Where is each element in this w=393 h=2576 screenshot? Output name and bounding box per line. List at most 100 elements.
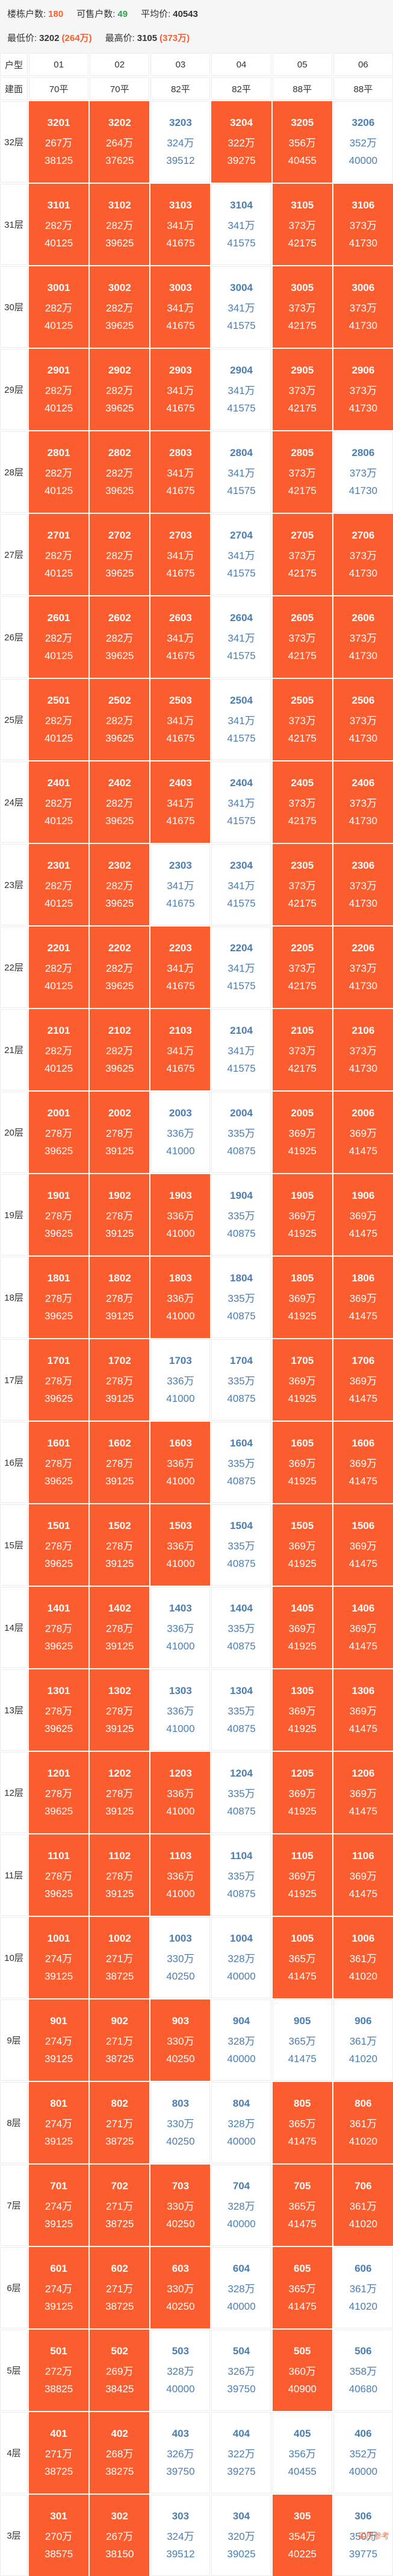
unit-cell-3003[interactable]: 3003 341万 41675	[150, 266, 211, 348]
unit-cell-1305[interactable]: 1305 369万 41925	[272, 1669, 332, 1751]
unit-cell-2001[interactable]: 2001 278万 39625	[29, 1092, 89, 1173]
unit-cell-603[interactable]: 603 330万 40250	[150, 2247, 211, 2328]
unit-cell-2303[interactable]: 2303 341万 41675	[150, 844, 211, 925]
unit-cell-2005[interactable]: 2005 369万 41925	[272, 1092, 332, 1173]
unit-cell-2706[interactable]: 2706 373万 41730	[333, 514, 393, 595]
unit-cell-506[interactable]: 506 358万 40680	[333, 2330, 393, 2411]
unit-cell-2705[interactable]: 2705 373万 42175	[272, 514, 332, 595]
unit-cell-2101[interactable]: 2101 282万 40125	[29, 1009, 89, 1090]
unit-cell-1202[interactable]: 1202 278万 39125	[90, 1752, 150, 1833]
unit-cell-2503[interactable]: 2503 341万 41675	[150, 679, 211, 760]
unit-cell-2704[interactable]: 2704 341万 41575	[211, 514, 271, 595]
unit-cell-1904[interactable]: 1904 335万 40875	[211, 1174, 271, 1255]
unit-cell-2601[interactable]: 2601 282万 40125	[29, 596, 89, 678]
unit-cell-2506[interactable]: 2506 373万 41730	[333, 679, 393, 760]
unit-cell-1303[interactable]: 1303 336万 41000	[150, 1669, 211, 1751]
unit-cell-1106[interactable]: 1106 369万 41475	[333, 1834, 393, 1916]
unit-cell-1901[interactable]: 1901 278万 39625	[29, 1174, 89, 1255]
unit-cell-2305[interactable]: 2305 373万 42175	[272, 844, 332, 925]
unit-cell-2103[interactable]: 2103 341万 41675	[150, 1009, 211, 1090]
unit-cell-2302[interactable]: 2302 282万 39625	[90, 844, 150, 925]
unit-cell-2002[interactable]: 2002 278万 39125	[90, 1092, 150, 1173]
unit-cell-2901[interactable]: 2901 282万 40125	[29, 349, 89, 430]
unit-cell-1506[interactable]: 1506 369万 41475	[333, 1504, 393, 1586]
unit-cell-304[interactable]: 304 320万 39025	[211, 2495, 271, 2576]
unit-cell-404[interactable]: 404 322万 39275	[211, 2412, 271, 2493]
unit-cell-1105[interactable]: 1105 369万 41925	[272, 1834, 332, 1916]
unit-cell-1505[interactable]: 1505 369万 41925	[272, 1504, 332, 1586]
unit-cell-2306[interactable]: 2306 373万 41730	[333, 844, 393, 925]
unit-cell-1601[interactable]: 1601 278万 39625	[29, 1422, 89, 1503]
unit-cell-3204[interactable]: 3204 322万 39275	[211, 101, 271, 183]
unit-cell-2803[interactable]: 2803 341万 41675	[150, 431, 211, 513]
unit-cell-1803[interactable]: 1803 336万 41000	[150, 1257, 211, 1338]
unit-cell-3202[interactable]: 3202 264万 37625	[90, 101, 150, 183]
unit-cell-903[interactable]: 903 330万 40250	[150, 1999, 211, 2081]
unit-cell-3005[interactable]: 3005 373万 42175	[272, 266, 332, 348]
unit-cell-2106[interactable]: 2106 373万 41730	[333, 1009, 393, 1090]
unit-cell-2104[interactable]: 2104 341万 41575	[211, 1009, 271, 1090]
unit-cell-305[interactable]: 305 354万 40225	[272, 2495, 332, 2576]
unit-cell-3101[interactable]: 3101 282万 40125	[29, 184, 89, 265]
unit-cell-1102[interactable]: 1102 278万 39125	[90, 1834, 150, 1916]
unit-cell-2206[interactable]: 2206 373万 41730	[333, 927, 393, 1008]
unit-cell-1501[interactable]: 1501 278万 39625	[29, 1504, 89, 1586]
unit-cell-804[interactable]: 804 328万 40000	[211, 2082, 271, 2163]
unit-cell-2603[interactable]: 2603 341万 41675	[150, 596, 211, 678]
unit-cell-2701[interactable]: 2701 282万 40125	[29, 514, 89, 595]
unit-cell-1906[interactable]: 1906 369万 41475	[333, 1174, 393, 1255]
unit-cell-2602[interactable]: 2602 282万 39625	[90, 596, 150, 678]
unit-cell-2702[interactable]: 2702 282万 39625	[90, 514, 150, 595]
unit-cell-1104[interactable]: 1104 335万 40875	[211, 1834, 271, 1916]
unit-cell-3104[interactable]: 3104 341万 41575	[211, 184, 271, 265]
unit-cell-1704[interactable]: 1704 335万 40875	[211, 1339, 271, 1421]
unit-cell-1204[interactable]: 1204 335万 40875	[211, 1752, 271, 1833]
unit-cell-3203[interactable]: 3203 324万 39512	[150, 101, 211, 183]
unit-cell-2501[interactable]: 2501 282万 40125	[29, 679, 89, 760]
unit-cell-602[interactable]: 602 271万 38725	[90, 2247, 150, 2328]
unit-cell-405[interactable]: 405 356万 40455	[272, 2412, 332, 2493]
unit-cell-1005[interactable]: 1005 365万 41475	[272, 1917, 332, 1998]
unit-cell-3201[interactable]: 3201 267万 38125	[29, 101, 89, 183]
unit-cell-1703[interactable]: 1703 336万 41000	[150, 1339, 211, 1421]
unit-cell-606[interactable]: 606 361万 41020	[333, 2247, 393, 2328]
unit-cell-605[interactable]: 605 365万 41475	[272, 2247, 332, 2328]
unit-cell-2703[interactable]: 2703 341万 41675	[150, 514, 211, 595]
unit-cell-2801[interactable]: 2801 282万 40125	[29, 431, 89, 513]
unit-cell-3105[interactable]: 3105 373万 42175	[272, 184, 332, 265]
unit-cell-501[interactable]: 501 272万 38825	[29, 2330, 89, 2411]
unit-cell-1301[interactable]: 1301 278万 39625	[29, 1669, 89, 1751]
unit-cell-1502[interactable]: 1502 278万 39125	[90, 1504, 150, 1586]
unit-cell-302[interactable]: 302 267万 38150	[90, 2495, 150, 2576]
unit-cell-1804[interactable]: 1804 335万 40875	[211, 1257, 271, 1338]
unit-cell-1402[interactable]: 1402 278万 39125	[90, 1587, 150, 1668]
unit-cell-2804[interactable]: 2804 341万 41575	[211, 431, 271, 513]
unit-cell-1706[interactable]: 1706 369万 41475	[333, 1339, 393, 1421]
unit-cell-706[interactable]: 706 361万 41020	[333, 2165, 393, 2246]
unit-cell-1801[interactable]: 1801 278万 39625	[29, 1257, 89, 1338]
unit-cell-2502[interactable]: 2502 282万 39625	[90, 679, 150, 760]
unit-cell-2304[interactable]: 2304 341万 41575	[211, 844, 271, 925]
unit-cell-1606[interactable]: 1606 369万 41475	[333, 1422, 393, 1503]
unit-cell-2205[interactable]: 2205 373万 42175	[272, 927, 332, 1008]
unit-cell-502[interactable]: 502 269万 38425	[90, 2330, 150, 2411]
unit-cell-2301[interactable]: 2301 282万 40125	[29, 844, 89, 925]
unit-cell-904[interactable]: 904 328万 40000	[211, 1999, 271, 2081]
unit-cell-803[interactable]: 803 330万 40250	[150, 2082, 211, 2163]
unit-cell-1304[interactable]: 1304 335万 40875	[211, 1669, 271, 1751]
unit-cell-1302[interactable]: 1302 278万 39125	[90, 1669, 150, 1751]
unit-cell-1503[interactable]: 1503 336万 41000	[150, 1504, 211, 1586]
unit-cell-505[interactable]: 505 360万 40900	[272, 2330, 332, 2411]
unit-cell-1806[interactable]: 1806 369万 41475	[333, 1257, 393, 1338]
unit-cell-601[interactable]: 601 274万 39125	[29, 2247, 89, 2328]
unit-cell-1103[interactable]: 1103 336万 41000	[150, 1834, 211, 1916]
unit-cell-2805[interactable]: 2805 373万 42175	[272, 431, 332, 513]
unit-cell-1702[interactable]: 1702 278万 39125	[90, 1339, 150, 1421]
unit-cell-1006[interactable]: 1006 361万 41020	[333, 1917, 393, 1998]
unit-cell-704[interactable]: 704 328万 40000	[211, 2165, 271, 2246]
unit-cell-604[interactable]: 604 328万 40000	[211, 2247, 271, 2328]
unit-cell-3106[interactable]: 3106 373万 41730	[333, 184, 393, 265]
unit-cell-3103[interactable]: 3103 341万 41675	[150, 184, 211, 265]
unit-cell-2802[interactable]: 2802 282万 39625	[90, 431, 150, 513]
unit-cell-801[interactable]: 801 274万 39125	[29, 2082, 89, 2163]
